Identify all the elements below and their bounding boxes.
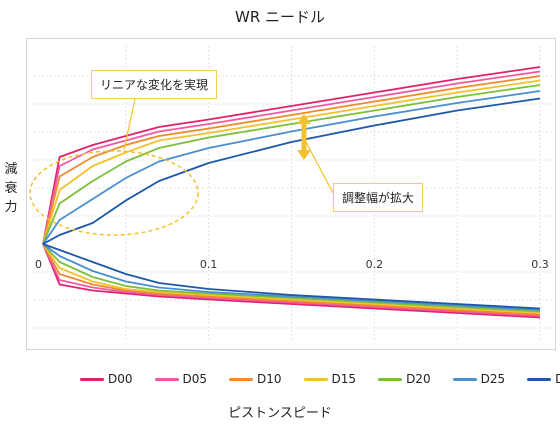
series-line-D10-upper bbox=[42, 75, 541, 245]
series-line-D00-lower bbox=[42, 243, 541, 319]
legend-item-D05: D05 bbox=[154, 372, 208, 386]
annotation-range: 調整幅が拡大 bbox=[333, 183, 424, 212]
legend-label: D05 bbox=[182, 372, 208, 386]
legend-swatch bbox=[303, 377, 328, 381]
series-line-D15-lower bbox=[42, 243, 541, 314]
series-line-D25-lower bbox=[42, 243, 541, 311]
annotation-linear: リニアな変化を実現 bbox=[91, 70, 218, 99]
x-tick-label: 0.2 bbox=[366, 258, 384, 271]
x-tick-label: 0.1 bbox=[200, 258, 218, 271]
legend-label: D20 bbox=[406, 372, 431, 386]
legend-label: D25 bbox=[480, 372, 506, 386]
x-tick-label: 0 bbox=[35, 258, 42, 271]
chart-legend: D00 D05 D10 D15 D20 D25 D30 bbox=[80, 370, 560, 388]
series-line-D30-upper bbox=[42, 97, 541, 245]
legend-label: D30 bbox=[555, 372, 560, 386]
legend-item-D30: D30 bbox=[527, 372, 560, 386]
legend-swatch bbox=[229, 377, 254, 381]
range-arrow-head-bottom bbox=[297, 150, 311, 160]
y-axis-label: 減衰力 bbox=[4, 162, 18, 215]
legend-swatch bbox=[80, 377, 104, 381]
legend-swatch bbox=[378, 377, 403, 381]
highlight-ellipse bbox=[29, 150, 199, 236]
series-line-D05-upper bbox=[42, 70, 541, 245]
legend-swatch bbox=[154, 377, 179, 381]
legend-item-D00: D00 bbox=[80, 372, 133, 386]
series-line-D10-lower bbox=[42, 243, 541, 316]
legend-item-D20: D20 bbox=[378, 372, 431, 386]
range-arrow-head-top bbox=[297, 114, 311, 124]
legend-item-D25: D25 bbox=[452, 372, 506, 386]
chart-title: WR ニードル bbox=[234, 8, 326, 26]
legend-label: D00 bbox=[108, 372, 133, 386]
legend-swatch bbox=[527, 377, 552, 381]
legend-swatch bbox=[452, 377, 477, 381]
series-line-D05-lower bbox=[42, 243, 541, 317]
annotation-connector bbox=[123, 98, 136, 151]
series-line-D00-upper bbox=[42, 66, 541, 245]
legend-label: D15 bbox=[331, 372, 357, 386]
x-tick-label: 0.3 bbox=[531, 258, 549, 271]
annotation-connector bbox=[305, 141, 334, 194]
series-line-D20-lower bbox=[42, 243, 541, 313]
x-axis-label: ピストンスピード bbox=[228, 406, 332, 421]
legend-item-D10: D10 bbox=[229, 372, 282, 386]
series-line-D25-upper bbox=[42, 90, 541, 245]
legend-item-D15: D15 bbox=[303, 372, 357, 386]
legend-label: D10 bbox=[257, 372, 282, 386]
series-line-D20-upper bbox=[42, 84, 541, 245]
plot-area-frame bbox=[26, 38, 556, 350]
series-line-D30-lower bbox=[42, 243, 541, 310]
series-line-D15-upper bbox=[42, 79, 541, 245]
